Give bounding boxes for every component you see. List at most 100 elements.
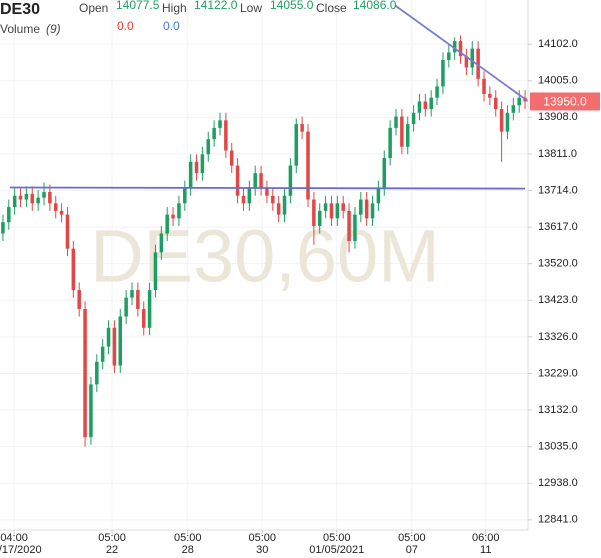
candle-body	[435, 86, 439, 98]
trend-line	[9, 186, 526, 190]
candle-body	[470, 48, 475, 68]
axes: 14102.0 14005.0 13908.0 13811.0 13714.0 13617…	[0, 38, 600, 556]
candle-body	[382, 158, 387, 189]
candle-body	[1, 222, 5, 234]
candle-body	[95, 361, 99, 385]
watermark: DE30,60M	[90, 215, 440, 298]
candle-body	[159, 233, 164, 253]
last-price-box	[530, 92, 600, 111]
candle-body	[218, 120, 222, 128]
candle-body	[317, 210, 322, 226]
ohlc-name: Low	[240, 1, 262, 15]
candle-body	[405, 124, 410, 147]
candle-body	[89, 384, 93, 438]
candle-body	[359, 199, 363, 215]
candle-body	[100, 346, 105, 362]
candle-body	[499, 109, 504, 132]
candle-body	[411, 112, 416, 125]
x-tick-label: 05:00	[248, 532, 276, 544]
candle-body	[188, 161, 193, 189]
candle-body	[118, 316, 123, 366]
candle-body	[136, 290, 140, 309]
candle-body	[36, 197, 40, 204]
candle-body	[488, 93, 492, 98]
candle-body	[312, 199, 316, 226]
candle-body	[376, 188, 381, 204]
x-tick-sublabel: 11	[480, 544, 491, 556]
candle-body	[7, 207, 11, 223]
ohlc-name: Close	[316, 1, 347, 15]
candle-body	[48, 192, 52, 204]
candle-body	[77, 290, 81, 309]
candle-body	[229, 150, 234, 166]
y-tick-label: 14102.0	[538, 38, 578, 50]
candle-body	[300, 124, 304, 132]
candle-body	[30, 193, 35, 204]
candle-body	[329, 203, 334, 219]
x-tick-label: 04:00	[0, 532, 28, 544]
candle-body	[212, 127, 216, 140]
candle-body	[464, 56, 469, 68]
candle-body	[370, 203, 375, 219]
y-tick-label: 12938.0	[538, 477, 578, 489]
candle-body	[517, 97, 521, 106]
y-tick-label: 13423.0	[538, 294, 578, 306]
x-tick-label: 06:00	[472, 532, 500, 544]
trend-line	[394, 4, 529, 102]
candle-body	[394, 116, 398, 128]
last-price-label: 13950.0	[543, 95, 587, 109]
y-tick-label: 13908.0	[538, 111, 578, 123]
candle-body	[282, 195, 287, 215]
volume-period: (9)	[46, 22, 61, 36]
candle-body	[423, 101, 428, 110]
candle-body	[177, 203, 181, 219]
candle-body	[65, 214, 70, 249]
candle-body	[388, 127, 392, 159]
candle-body	[441, 59, 445, 87]
candle-body	[452, 41, 457, 53]
x-tick-sublabel: 22	[106, 544, 118, 556]
candle-body	[347, 210, 351, 242]
candle-body	[171, 214, 175, 219]
candle-body	[24, 193, 29, 200]
candle-body	[493, 97, 498, 110]
candle-body	[353, 214, 357, 242]
candle-body	[476, 48, 480, 79]
candle-body	[271, 195, 275, 204]
y-tick-label: 13326.0	[538, 331, 578, 343]
candle-body	[400, 116, 404, 147]
y-tick-label: 14005.0	[538, 75, 578, 87]
y-tick-label: 12841.0	[538, 514, 578, 526]
candle-body	[194, 161, 199, 174]
candle-body	[53, 203, 58, 211]
candle-body	[294, 124, 299, 166]
y-tick-label: 13229.0	[538, 367, 578, 379]
symbol: DE30	[0, 1, 40, 18]
x-tick-sublabel: 28	[182, 544, 194, 556]
y-tick-label: 13520.0	[538, 258, 578, 270]
candle-body	[276, 203, 281, 215]
x-tick-sublabel: 01/05/2021	[309, 544, 364, 556]
candle-body	[259, 173, 263, 189]
candle-body	[417, 101, 422, 113]
candle-body	[147, 290, 152, 328]
ohlc-value: 14055.0	[270, 0, 314, 12]
x-tick-label: 05:00	[323, 532, 351, 544]
candle-body	[265, 188, 269, 196]
candle-body	[253, 173, 257, 189]
candle-body	[130, 290, 134, 298]
x-tick-sublabel: 07	[406, 544, 418, 556]
candle-body	[224, 120, 228, 151]
ohlc-value: 14122.0	[194, 0, 238, 12]
header: Open 14077.5 High 14122.0 Low 14055.0 Close 140…	[0, 0, 397, 36]
candle-body	[458, 41, 463, 57]
candle-body	[511, 105, 516, 113]
candle-body	[83, 308, 87, 438]
candle-body	[165, 214, 169, 234]
candle-body	[306, 131, 310, 200]
ohlc-value: 14086.0	[353, 0, 397, 12]
candle-body	[153, 252, 158, 291]
volume-value: 0.0	[117, 19, 134, 33]
y-tick-label: 13035.0	[538, 441, 578, 453]
